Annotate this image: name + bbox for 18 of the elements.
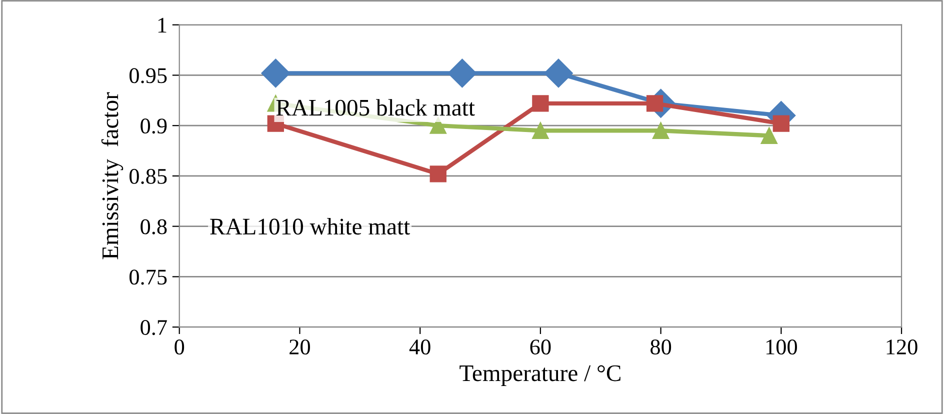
x-tick-label: 100 — [766, 340, 797, 355]
y-tick-label: 0.8 — [140, 219, 167, 234]
y-tick-label: 0.7 — [140, 320, 167, 336]
y-axis-title: Emissivity factor — [101, 92, 124, 260]
x-tick-label: 20 — [290, 340, 310, 355]
annotation: RAL1010 white matt — [210, 218, 410, 235]
annotation: RAL1005 black matt — [276, 99, 475, 116]
x-tick-label: 120 — [886, 340, 918, 355]
x-axis-title: Temperature / °C — [460, 365, 620, 386]
x-tick-label: 60 — [530, 340, 551, 355]
y-tick-label: 0.75 — [130, 270, 167, 285]
x-tick-label: 40 — [409, 340, 430, 355]
x-tick-label: 80 — [650, 340, 672, 355]
y-tick-label: 0.9 — [140, 118, 167, 134]
y-tick-label: 1 — [158, 18, 166, 33]
y-tick-label: 0.85 — [130, 168, 167, 184]
x-tick-label: 0 — [174, 340, 184, 355]
y-tick-label: 0.95 — [130, 68, 167, 84]
